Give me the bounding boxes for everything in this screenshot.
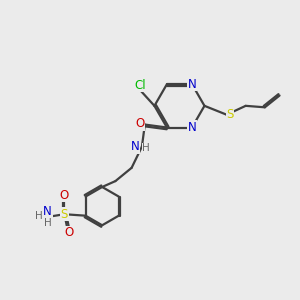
- Text: N: N: [43, 206, 52, 218]
- Text: O: O: [64, 226, 74, 239]
- Text: S: S: [226, 108, 234, 121]
- Text: N: N: [188, 121, 196, 134]
- Text: O: O: [135, 118, 144, 130]
- Text: N: N: [131, 140, 140, 153]
- Text: Cl: Cl: [134, 79, 146, 92]
- Text: O: O: [60, 189, 69, 202]
- Text: H: H: [44, 218, 52, 228]
- Text: N: N: [188, 78, 196, 91]
- Text: H: H: [35, 211, 43, 221]
- Text: H: H: [142, 143, 150, 153]
- Text: S: S: [61, 208, 68, 221]
